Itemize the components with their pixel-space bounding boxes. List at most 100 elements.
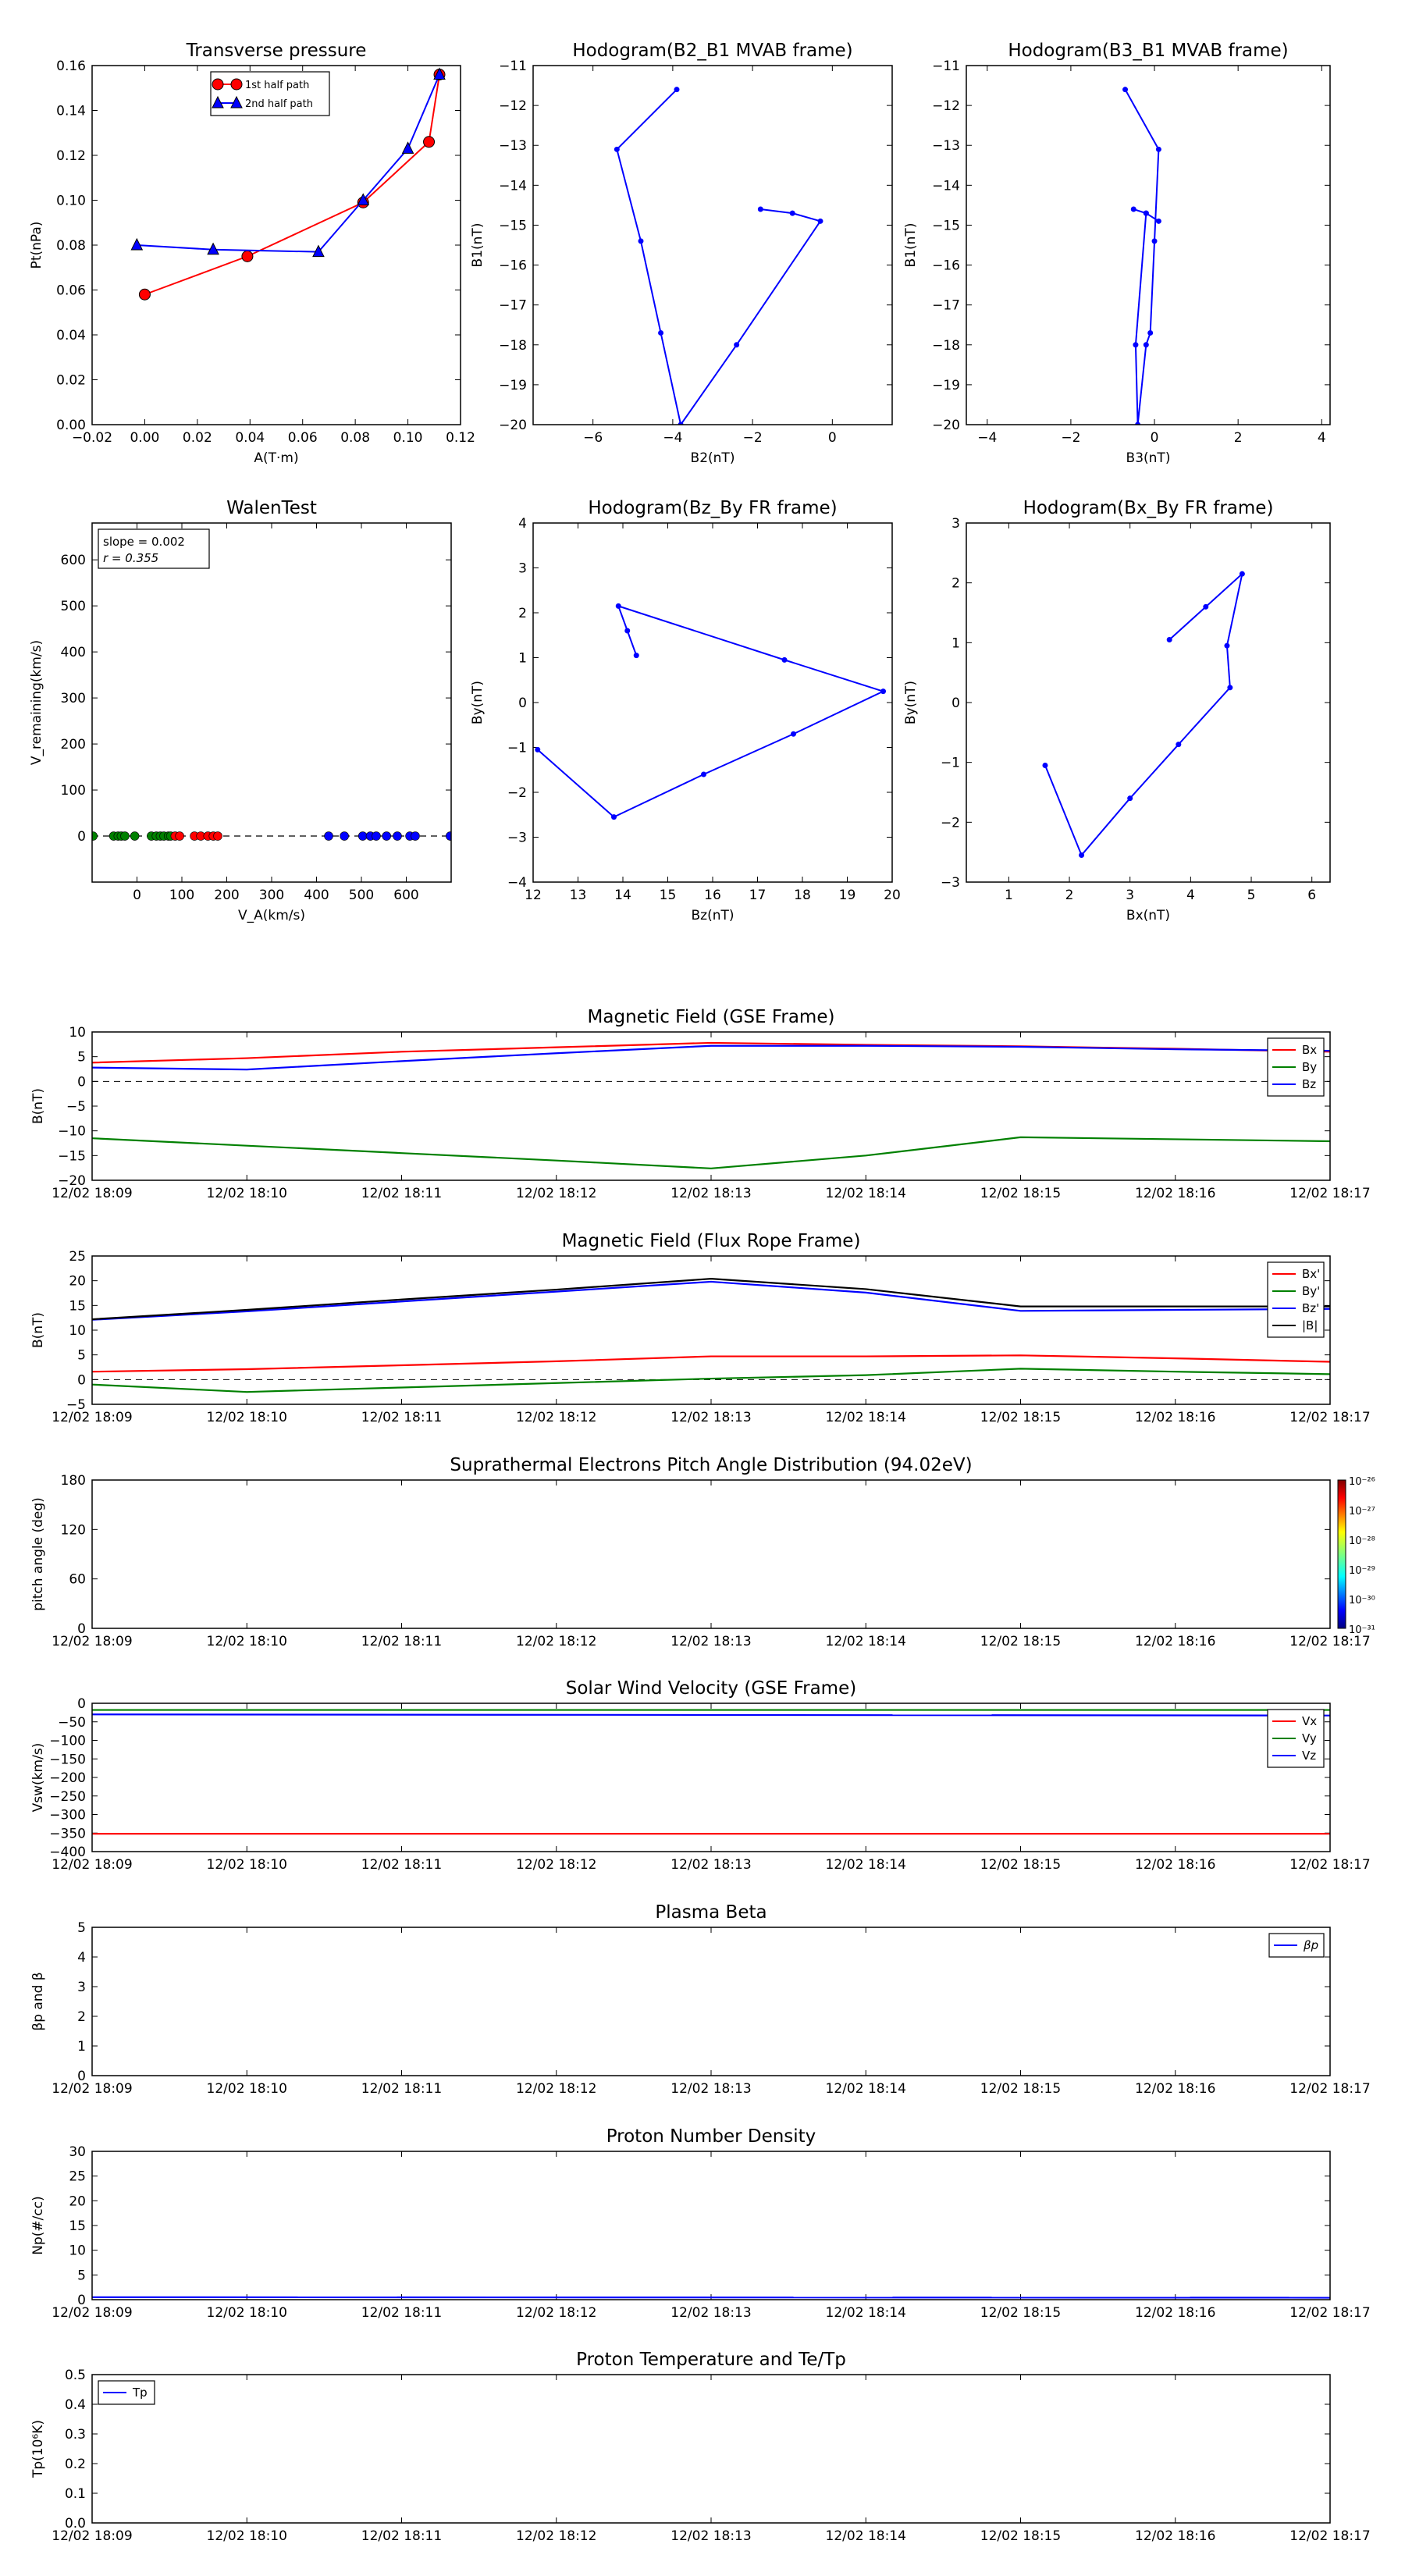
y-tick-label: 0.0 — [65, 2516, 86, 2532]
x-tick-label: 12/02 18:17 — [1289, 1410, 1370, 1425]
y-tick-label: −100 — [49, 1734, 86, 1749]
legend-label: Bx' — [1302, 1267, 1320, 1281]
annotation-frame — [98, 528, 210, 569]
data-point — [1155, 146, 1161, 152]
y-tick-label: −2 — [941, 815, 960, 831]
x-tick-label: 18 — [794, 888, 811, 903]
series-line — [92, 1713, 1330, 1717]
x-axis-label: A(T·m) — [254, 450, 298, 466]
y-axis-label: B(nT) — [30, 1088, 46, 1124]
legend-label: Vx — [1302, 1714, 1317, 1728]
x-tick-label: 5 — [1247, 888, 1256, 903]
data-point — [638, 238, 644, 244]
x-tick-label: 12/02 18:17 — [1289, 2081, 1370, 2097]
y-tick-label: −18 — [932, 338, 960, 354]
y-tick-label: 400 — [61, 645, 86, 660]
y-tick-label: 0.10 — [56, 194, 86, 209]
y-tick-label: 25 — [69, 2169, 86, 2185]
y-tick-label: 180 — [61, 1473, 86, 1489]
y-tick-label: 5 — [77, 1050, 86, 1066]
legend-label: By' — [1302, 1284, 1320, 1298]
plot-area — [130, 67, 446, 301]
colorbar-tick-label: 10⁻²⁸ — [1349, 1535, 1375, 1547]
x-tick-label: 0.00 — [130, 430, 159, 446]
y-tick-label: −16 — [499, 258, 527, 274]
y-axis-label: By(nT) — [903, 681, 919, 724]
plot-frame — [91, 522, 452, 883]
x-tick-label: 12/02 18:11 — [361, 2305, 442, 2321]
y-tick-label: −14 — [499, 178, 527, 194]
colorbar-tick-label: 10⁻³⁰ — [1349, 1595, 1375, 1606]
x-tick-label: 12/02 18:15 — [980, 1857, 1061, 1873]
x-tick-label: 13 — [570, 888, 587, 903]
x-tick-label: 0.06 — [288, 430, 318, 446]
y-tick-label: 20 — [69, 1274, 86, 1290]
x-tick-label: 12/02 18:13 — [670, 2081, 751, 2097]
subplot-hodo_b2b1: Hodogram(B2_B1 MVAB frame)−6 −4 −2 0−20−19−… — [470, 41, 893, 466]
y-tick-label: 5 — [77, 1920, 86, 1936]
y-tick-label: −5 — [66, 1397, 86, 1413]
x-tick-label: 12/02 18:09 — [52, 1857, 132, 1873]
data-point — [1143, 210, 1149, 216]
data-point — [624, 628, 631, 634]
x-tick-label: 12/02 18:09 — [52, 2305, 132, 2321]
y-axis-label: B1(nT) — [470, 223, 486, 268]
x-tick-label: 0.10 — [393, 430, 423, 446]
x-tick-label: 4 — [1186, 888, 1195, 903]
subplot-pad: Suprathermal Electrons Pitch Angle Distr… — [30, 1455, 1375, 1649]
data-point — [535, 746, 541, 753]
x-tick-label: 12 — [525, 888, 542, 903]
y-tick-label: 10 — [69, 1323, 86, 1339]
y-tick-label: 5 — [77, 2268, 86, 2283]
y-tick-label: 120 — [61, 1522, 86, 1538]
x-tick-label: 14 — [614, 888, 631, 903]
x-tick-label: 500 — [349, 888, 374, 903]
y-tick-label: 100 — [61, 783, 86, 799]
y-tick-label: −20 — [58, 1173, 86, 1189]
x-tick-label: 200 — [214, 888, 239, 903]
legend: βp — [1268, 1933, 1325, 1958]
y-tick-label: 0.5 — [65, 2368, 86, 2383]
subplot-mag_fr: Magnetic Field (Flux Rope Frame) 12/02 18… — [30, 1231, 1371, 1425]
x-tick-label: 12/02 18:12 — [516, 2528, 596, 2544]
x-tick-label: 4 — [1318, 430, 1326, 446]
chart-title: Hodogram(B3_B1 MVAB frame) — [1008, 41, 1288, 61]
y-tick-label: 0 — [518, 696, 527, 711]
x-tick-label: 12/02 18:17 — [1289, 1634, 1370, 1649]
y-tick-label: −13 — [499, 138, 527, 154]
x-tick-label: 12/02 18:16 — [1135, 1634, 1215, 1649]
y-tick-label: 0.02 — [56, 373, 86, 389]
plot-area — [92, 831, 451, 841]
x-tick-label: −2 — [743, 430, 763, 446]
data-point — [207, 242, 219, 255]
y-axis-label: Vsw(km/s) — [30, 1743, 46, 1813]
x-tick-label: 12/02 18:16 — [1135, 2081, 1215, 2097]
data-point — [1133, 342, 1139, 348]
x-tick-label: 12/02 18:16 — [1135, 2305, 1215, 2321]
legend: Bx By Bz — [1267, 1037, 1325, 1097]
chart-title: Magnetic Field (GSE Frame) — [588, 1007, 835, 1027]
subplot-tp: Proton Temperature and Te/Tp 12/02 18:09 1… — [30, 2350, 1371, 2544]
x-tick-label: −4 — [663, 430, 682, 446]
y-tick-label: −1 — [507, 741, 527, 756]
y-tick-label: 4 — [518, 516, 527, 532]
x-tick-label: 12/02 18:14 — [826, 1857, 906, 1873]
series-line — [92, 1278, 1330, 1321]
data-point — [92, 831, 98, 841]
data-point — [614, 146, 620, 152]
chart-title: Solar Wind Velocity (GSE Frame) — [566, 1678, 856, 1699]
y-tick-label: 500 — [61, 599, 86, 614]
y-tick-label: −350 — [49, 1826, 86, 1841]
legend-label: Vz — [1302, 1749, 1316, 1763]
y-tick-label: −20 — [932, 418, 960, 433]
plot-area — [614, 87, 823, 425]
data-point — [340, 831, 349, 841]
x-tick-label: 2 — [1234, 430, 1243, 446]
y-tick-label: −250 — [49, 1789, 86, 1805]
chart-title: WalenTest — [226, 498, 317, 518]
y-tick-label: −5 — [66, 1099, 86, 1115]
plot-area — [92, 2296, 1330, 2299]
data-point — [230, 78, 243, 91]
y-tick-label: 2 — [77, 2009, 86, 2025]
x-tick-label: 12/02 18:10 — [207, 2305, 287, 2321]
